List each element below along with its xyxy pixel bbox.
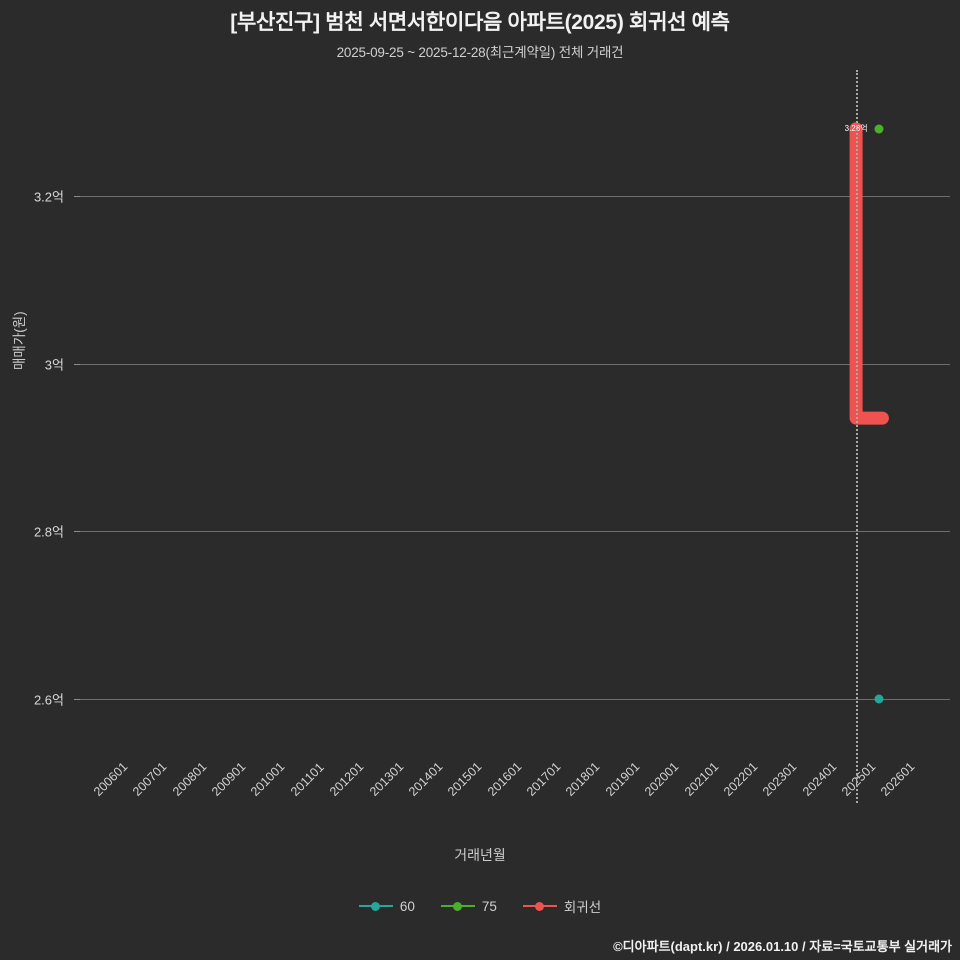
legend-swatch-icon: [440, 901, 475, 911]
legend-swatch-icon: [358, 901, 393, 911]
y-tick-label: 3.2억: [33, 189, 64, 205]
legend-item-75[interactable]: 75: [440, 898, 497, 914]
gridline: [80, 531, 950, 533]
y-tick-label: 2.8억: [33, 524, 64, 540]
y-tick-mark: [74, 363, 80, 365]
plot-area: 3.2억 3억 2.8억 2.6억 3.28억: [34, 70, 950, 783]
regression-line: [849, 122, 889, 425]
regression-polyline: [849, 122, 889, 425]
y-tick-mark: [74, 531, 80, 533]
y-tick-mark: [74, 195, 80, 197]
footer-credit: ©디아파트(dapt.kr) / 2026.01.10 / 자료=국토교통부 실…: [613, 939, 952, 954]
gridline: [80, 195, 950, 197]
scatter-point-60[interactable]: [874, 694, 884, 704]
x-axis-title: 거래년월: [454, 847, 506, 863]
legend-label: 회귀선: [563, 900, 602, 915]
legend-label: 75: [481, 898, 497, 914]
y-tick-label: 3억: [44, 357, 64, 373]
y-tick-mark: [74, 699, 80, 701]
legend-item-60[interactable]: 60: [358, 898, 415, 914]
y-tick-label: 2.6억: [33, 692, 64, 708]
legend-label: 60: [399, 898, 415, 914]
scatter-point-75[interactable]: [874, 124, 884, 134]
legend-swatch-icon: [522, 901, 557, 911]
legend-item-회귀선[interactable]: 회귀선: [522, 896, 602, 916]
chart-legend: 60 75 회귀선: [0, 896, 960, 916]
gridline: [80, 363, 950, 365]
chart-subtitle: 2025-09-25 ~ 2025-12-28(최근계약일) 전체 거래건: [336, 45, 624, 60]
prediction-marker-line: [856, 70, 859, 803]
chart-title: [부산진구] 범천 서면서한이다음 아파트(2025) 회귀선 예측: [230, 11, 730, 34]
gridline: [80, 699, 950, 701]
